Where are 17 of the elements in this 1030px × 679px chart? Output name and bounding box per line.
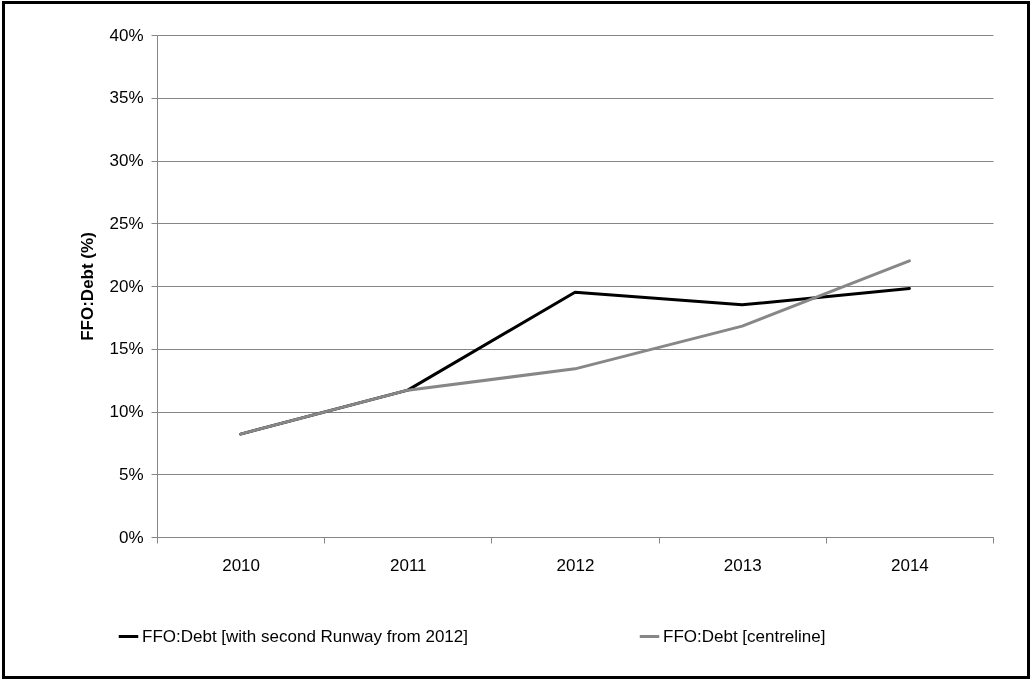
y-tick-label: 5% — [118, 464, 144, 484]
y-tick-label: 0% — [118, 527, 144, 547]
y-tick-label: 25% — [109, 213, 144, 233]
x-tick-label: 2012 — [556, 555, 595, 575]
x-tick-label: 2013 — [723, 555, 762, 575]
x-tick-label: 2014 — [890, 555, 929, 575]
y-tick-label: 35% — [109, 88, 144, 108]
legend-label: FFO:Debt [centreline] — [663, 626, 826, 646]
y-tick-label: 20% — [109, 276, 144, 296]
y-axis-title: FFO:Debt (%) — [78, 232, 98, 341]
y-tick-label: 30% — [109, 151, 144, 170]
x-tick-label: 2011 — [390, 555, 427, 575]
y-tick-label: 40% — [109, 25, 144, 45]
y-tick-label: 15% — [109, 339, 144, 359]
x-tick-label: 2010 — [222, 555, 261, 575]
legend-label: FFO:Debt [with second Runway from 2012] — [142, 626, 468, 646]
y-tick-label: 10% — [109, 402, 144, 421]
